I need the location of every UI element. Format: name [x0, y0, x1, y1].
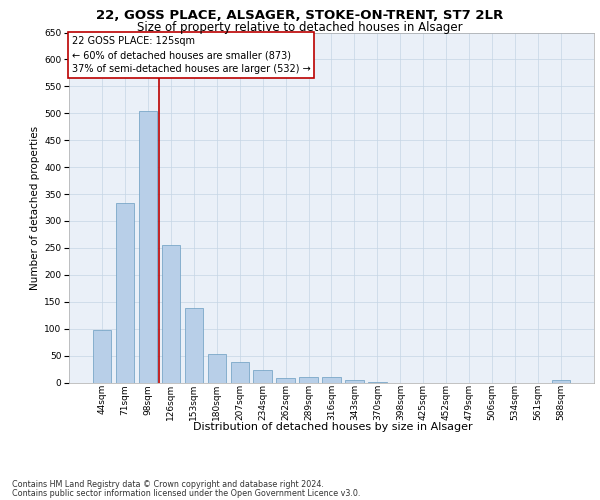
Bar	[552, 380, 570, 382]
Bar	[93, 330, 111, 382]
Y-axis label: Number of detached properties: Number of detached properties	[30, 126, 40, 290]
Bar	[277, 378, 295, 382]
Bar	[208, 354, 226, 382]
Bar	[253, 370, 272, 382]
Bar	[139, 111, 157, 382]
Bar	[299, 377, 318, 382]
Bar	[116, 202, 134, 382]
Text: Contains HM Land Registry data © Crown copyright and database right 2024.: Contains HM Land Registry data © Crown c…	[12, 480, 324, 489]
Bar	[230, 362, 249, 382]
Bar	[185, 308, 203, 382]
Text: 22 GOSS PLACE: 125sqm
← 60% of detached houses are smaller (873)
37% of semi-det: 22 GOSS PLACE: 125sqm ← 60% of detached …	[71, 36, 310, 74]
Text: Distribution of detached houses by size in Alsager: Distribution of detached houses by size …	[193, 422, 473, 432]
Text: Contains public sector information licensed under the Open Government Licence v3: Contains public sector information licen…	[12, 488, 361, 498]
Text: 22, GOSS PLACE, ALSAGER, STOKE-ON-TRENT, ST7 2LR: 22, GOSS PLACE, ALSAGER, STOKE-ON-TRENT,…	[97, 9, 503, 22]
Bar	[345, 380, 364, 382]
Bar	[162, 245, 180, 382]
Bar	[322, 377, 341, 382]
Text: Size of property relative to detached houses in Alsager: Size of property relative to detached ho…	[137, 21, 463, 34]
